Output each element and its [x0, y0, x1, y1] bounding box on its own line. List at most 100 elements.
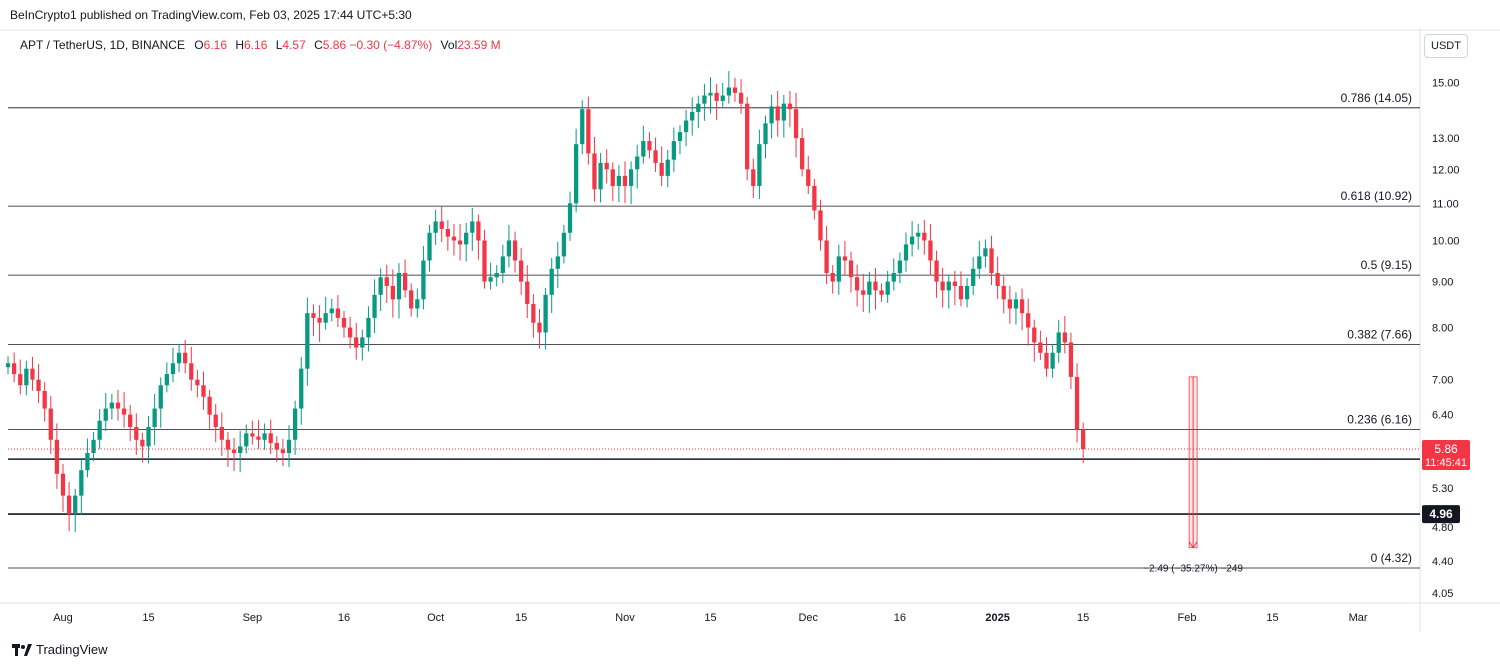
candle-body — [427, 232, 432, 261]
candle-body — [549, 268, 554, 295]
candle-body — [891, 273, 896, 282]
candle-body — [671, 141, 677, 160]
candle-body — [983, 248, 988, 257]
currency-button[interactable]: USDT — [1424, 34, 1468, 58]
fib-level-label: 0.5 (9.15) — [1361, 258, 1412, 272]
candle-body — [696, 103, 701, 112]
candle-body — [995, 273, 1000, 286]
support-price-label: 4.96 — [1429, 507, 1453, 521]
candle-body — [207, 396, 212, 415]
candle-body — [647, 141, 652, 151]
candle-body — [787, 103, 793, 110]
candle-body — [109, 402, 115, 409]
candle-body — [757, 144, 762, 186]
countdown-label: 11:45:41 — [1425, 457, 1467, 469]
measure-label: −2.49 (−35.27%) −249 — [1143, 564, 1243, 575]
tradingview-logo-icon — [12, 643, 32, 656]
candle-body — [726, 87, 731, 96]
candle-body — [940, 281, 945, 291]
candle-body — [134, 427, 139, 440]
candle-body — [567, 203, 573, 233]
candle-body — [1032, 327, 1037, 343]
candle-body — [708, 92, 713, 96]
candle-body — [525, 281, 530, 304]
time-tick-label: Mar — [1349, 612, 1368, 624]
candle-body — [922, 232, 927, 241]
candle-body — [268, 433, 273, 444]
candle-body — [873, 281, 878, 291]
candle-body — [1019, 299, 1025, 314]
fib-level-label: 0.236 (6.16) — [1347, 413, 1412, 427]
candle-body — [683, 120, 689, 133]
symbol-legend: APT / TetherUS, 1D, BINANCE O6.16 H6.16 … — [20, 38, 506, 52]
candle-body — [531, 303, 536, 323]
time-tick-label: 15 — [515, 612, 527, 624]
candle-body — [354, 337, 359, 348]
candle-body — [409, 290, 414, 309]
symbol-name[interactable]: APT / TetherUS, 1D, BINANCE — [20, 38, 185, 52]
candle-body — [702, 95, 707, 104]
candle-body — [665, 159, 670, 176]
candle-body — [170, 363, 176, 375]
fib-level-label: 0.786 (14.05) — [1341, 91, 1412, 105]
candle-body — [128, 414, 133, 428]
candle-body — [347, 327, 353, 338]
candle-body — [121, 408, 127, 415]
support-price-tag — [1422, 505, 1460, 524]
candle-body — [384, 277, 389, 286]
candle-body — [677, 132, 683, 142]
candle-body — [439, 221, 444, 229]
candle-body — [1038, 342, 1043, 353]
candle-body — [415, 299, 420, 309]
candle-body — [763, 123, 768, 145]
candle-body — [189, 363, 194, 380]
candle-body — [867, 281, 872, 295]
candle-body — [305, 313, 310, 369]
candle-body — [861, 290, 866, 295]
time-tick-label: 15 — [1266, 612, 1278, 624]
low-value: 4.57 — [282, 38, 306, 52]
high-value: 6.16 — [244, 38, 268, 52]
candle-body — [824, 240, 829, 274]
candle-body — [366, 317, 371, 338]
candle-body — [793, 109, 799, 139]
candle-body — [738, 92, 744, 104]
candle-body — [464, 232, 469, 245]
price-tick-label: 10.00 — [1432, 235, 1460, 247]
candle-body — [690, 111, 695, 121]
candle-body — [622, 175, 628, 186]
candle-body — [604, 162, 609, 170]
candle-body — [573, 144, 579, 204]
candle-body — [641, 141, 646, 157]
candle-body — [256, 436, 261, 440]
candle-body — [909, 236, 915, 245]
time-tick-label: Sep — [243, 612, 263, 624]
time-tick-label: 15 — [704, 612, 716, 624]
candle-body — [457, 240, 463, 245]
volume-label: Vol — [440, 38, 458, 52]
candle-body — [897, 260, 903, 274]
candle-body — [323, 313, 328, 323]
candle-body — [164, 374, 169, 386]
candle-body — [274, 443, 279, 450]
candle-body — [952, 281, 958, 286]
candle-body — [402, 273, 408, 291]
candle-body — [488, 277, 493, 282]
candle-body — [250, 433, 255, 437]
candle-body — [238, 446, 243, 454]
candle-body — [806, 169, 811, 186]
time-tick-label: Dec — [798, 612, 818, 624]
price-tick-label: 6.40 — [1432, 410, 1453, 422]
candle-body — [1050, 352, 1055, 369]
price-tick-label: 11.00 — [1432, 198, 1459, 210]
candle-body — [18, 374, 23, 386]
candle-body — [97, 420, 102, 440]
candle-body — [91, 439, 96, 454]
fib-level-label: 0.618 (10.92) — [1341, 189, 1412, 203]
candle-body — [946, 281, 951, 291]
open-value: 6.16 — [203, 38, 227, 52]
time-tick-label: Feb — [1178, 612, 1197, 624]
candle-body — [73, 495, 78, 515]
open-label: O — [194, 38, 204, 52]
